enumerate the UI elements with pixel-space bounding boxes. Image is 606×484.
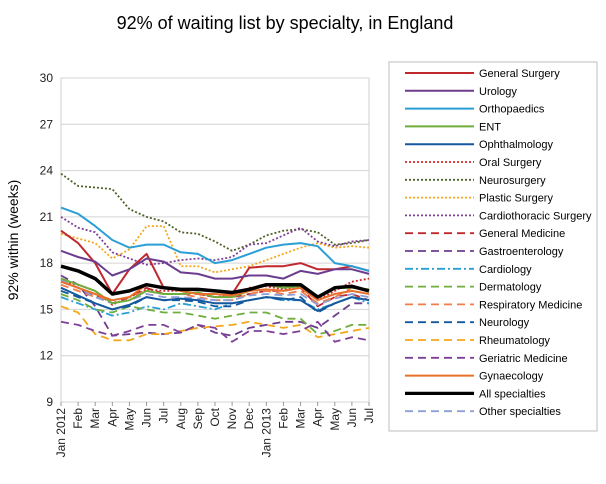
y-tick-label: 9 — [46, 395, 53, 409]
series-line — [60, 296, 370, 317]
legend-label: Urology — [479, 86, 517, 98]
legend-label: Neurology — [479, 317, 530, 329]
y-tick-label: 30 — [40, 71, 54, 85]
legend-label: Orthopaedics — [479, 104, 545, 116]
legend-label: Respiratory Medicine — [479, 299, 582, 311]
legend-label: All specialties — [479, 388, 546, 400]
x-tick-label: May — [122, 408, 136, 431]
gridlines — [61, 77, 369, 403]
x-tick-label: Apr — [105, 408, 119, 427]
x-tick-label: Nov — [225, 408, 239, 429]
series-line — [60, 264, 370, 299]
x-tick-label: Feb — [71, 408, 85, 429]
x-tick-label: Jul — [362, 408, 376, 423]
legend-label: Geriatric Medicine — [479, 353, 568, 365]
series-line — [60, 293, 369, 336]
series-line — [60, 320, 370, 343]
y-tick-label: 18 — [40, 256, 54, 270]
y-tick-label: 21 — [40, 210, 54, 224]
legend-label: Gynaecology — [479, 371, 544, 383]
x-tick-label: Jan 2013 — [259, 408, 273, 458]
x-tick-label: Sep — [191, 408, 205, 430]
series-lines — [60, 172, 370, 343]
series-line — [60, 216, 370, 266]
legend-label: Plastic Surgery — [479, 193, 553, 205]
y-tick-label: 24 — [40, 164, 54, 178]
series-line — [60, 225, 370, 274]
x-tick-label: May — [328, 408, 342, 431]
plot-area-frame — [60, 77, 370, 403]
legend-label: Dermatology — [479, 282, 542, 294]
y-tick-label: 27 — [40, 117, 54, 131]
y-tick-label: 15 — [40, 302, 54, 316]
x-tick-label: Jul — [157, 408, 171, 423]
chart-title: 92% of waiting list by specialty, in Eng… — [117, 13, 454, 33]
series-line — [60, 172, 370, 252]
x-tick-label: Aug — [174, 408, 188, 429]
x-tick-labels: Jan 2012 Feb Mar Apr May Jun Jul Aug Sep Oct Nov De… — [54, 402, 376, 457]
y-tick-label: 12 — [40, 349, 54, 363]
legend: General Surgery Urology Orthopaedics ENT Oph… — [388, 61, 598, 432]
x-tick-label: Mar — [88, 408, 102, 429]
y-axis-label: 92% within (weeks) — [5, 180, 21, 301]
series-line — [60, 280, 370, 302]
legend-label: Gastroenterology — [479, 246, 564, 258]
series-line — [60, 206, 370, 272]
legend-label: Other specialties — [479, 406, 561, 418]
x-tick-label: Jun — [140, 408, 154, 427]
legend-label: Ophthalmology — [479, 139, 553, 151]
x-tick-label: Jun — [345, 408, 359, 427]
legend-label: Rheumatology — [479, 335, 550, 347]
legend-label: General Medicine — [479, 228, 565, 240]
legend-label: Oral Surgery — [479, 157, 542, 169]
legend-label: ENT — [479, 121, 501, 133]
x-tick-label: Oct — [208, 407, 222, 426]
x-tick-label: Dec — [242, 408, 256, 429]
series-line — [60, 249, 370, 280]
series-line — [60, 286, 370, 312]
y-tick-labels: 9 12 15 18 21 24 27 30 — [40, 71, 54, 409]
series-line — [60, 305, 370, 342]
legend-box — [388, 61, 598, 432]
x-tick-label: Mar — [294, 408, 308, 429]
legend-label: Cardiothoracic Surgery — [479, 210, 592, 222]
legend-label: General Surgery — [479, 68, 560, 80]
legend-label: Neurosurgery — [479, 175, 546, 187]
x-tick-label: Apr — [311, 408, 325, 427]
legend-label: Cardiology — [479, 264, 532, 276]
x-tick-label: Jan 2012 — [54, 408, 68, 458]
x-tick-label: Feb — [276, 408, 290, 429]
